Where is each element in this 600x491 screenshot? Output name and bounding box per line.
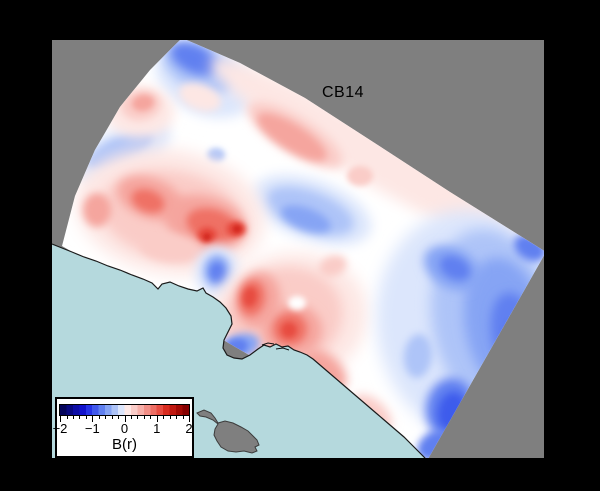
field-blob (210, 58, 530, 252)
field-blob (207, 148, 225, 162)
colorbar-tick-label: 2 (185, 421, 193, 436)
field-blob (132, 94, 154, 112)
colorbar-minor-tick (98, 416, 100, 419)
island (196, 409, 260, 454)
field-blob (281, 322, 297, 338)
field-blob (203, 233, 211, 241)
colorbar-minor-tick (143, 416, 145, 419)
breakwater-mark (261, 342, 275, 346)
field-blob (210, 263, 224, 281)
model-label: CB14 (322, 84, 365, 101)
colorbar-minor-tick (137, 416, 139, 419)
colorbar: −2 −1 0 1 2 B(r) (53, 397, 194, 458)
field-blob (288, 296, 306, 310)
colorbar-minor-tick (85, 416, 87, 419)
field-blob (232, 225, 242, 233)
colorbar-major-tick (92, 416, 94, 422)
field-blob (140, 233, 200, 263)
colorbar-minor-tick (66, 416, 68, 419)
colorbar-major-tick (156, 416, 158, 422)
colorbar-minor-tick (72, 416, 74, 419)
field-blob (319, 255, 347, 277)
colorbar-title: B(r) (112, 436, 137, 453)
field-blob (281, 205, 331, 233)
colorbar-tick-label: −2 (52, 421, 68, 436)
colorbar-minor-tick (169, 416, 171, 419)
colorbar-minor-tick (111, 416, 113, 419)
colorbar-tick-label: 1 (153, 421, 161, 436)
field-blob (347, 166, 373, 186)
colorbar-minor-tick (105, 416, 107, 419)
colorbar-ticks (60, 416, 190, 423)
coastline (52, 243, 426, 458)
colorbar-tick-labels: −2 −1 0 1 2 (53, 421, 193, 436)
colorbar-major-tick (60, 416, 61, 422)
field-blob (242, 287, 258, 307)
colorbar-minor-tick (131, 416, 132, 419)
field-blob (178, 82, 222, 112)
field-blob (83, 193, 111, 227)
field-blob (170, 42, 218, 76)
field-blob (439, 255, 471, 281)
field-blob (403, 334, 433, 378)
colorbar-minor-tick (150, 416, 152, 419)
colorbar-major-tick (124, 416, 126, 422)
colorbar-minor-tick (118, 416, 120, 419)
colorbar-tick-label: 0 (120, 421, 129, 436)
colorbar-minor-tick (176, 416, 178, 419)
colorbar-minor-tick (182, 416, 184, 419)
field-blob (257, 113, 327, 161)
breakwater-mark (275, 347, 290, 351)
field-blob (86, 130, 154, 170)
colorbar-gradient (59, 404, 190, 416)
colorbar-tick-label: −1 (84, 421, 100, 436)
colorbar-minor-tick (163, 416, 165, 419)
colorbar-major-tick (189, 416, 190, 422)
field-blob (131, 189, 165, 213)
colorbar-minor-tick (79, 416, 81, 419)
